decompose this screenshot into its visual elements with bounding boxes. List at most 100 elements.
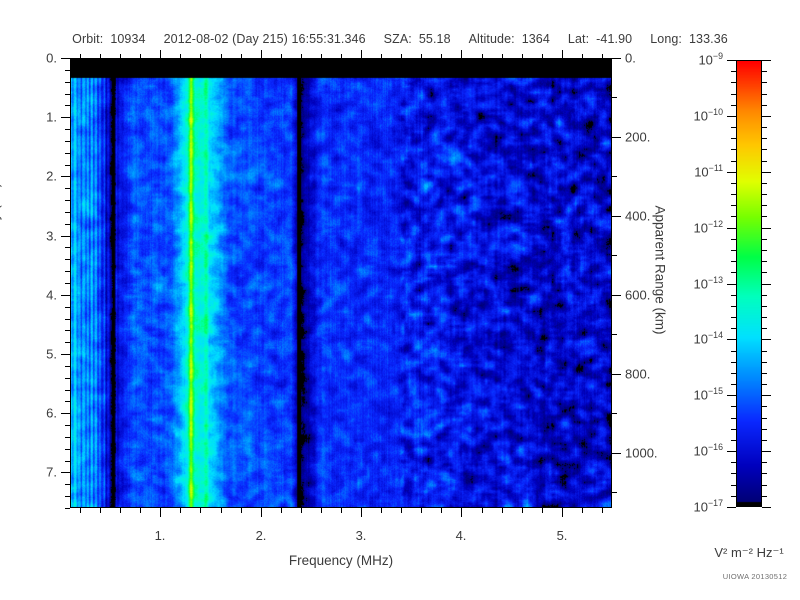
axis-tick [612, 334, 617, 335]
axis-tick [61, 58, 70, 59]
colorbar-tick-label: 10−10 [693, 107, 723, 124]
axis-tick [441, 508, 442, 513]
axis-tick [731, 239, 736, 240]
axis-tick [731, 328, 736, 329]
axis-tick-label: 3. [355, 528, 367, 543]
axis-tick-label: 0. [625, 50, 636, 66]
axis-tick [612, 255, 617, 256]
axis-tick-label: 2. [255, 528, 267, 543]
axis-tick-label: 6. [46, 405, 57, 421]
axis-tick [762, 406, 767, 407]
longitude-label: Long: [650, 32, 682, 46]
altitude-label: Altitude: [468, 32, 515, 46]
axis-tick [762, 183, 767, 184]
axis-tick [731, 82, 736, 83]
axis-tick [140, 508, 141, 513]
axis-tick [100, 54, 101, 59]
axis-tick [762, 451, 771, 452]
orbit-value: 10934 [110, 32, 146, 46]
axis-tick-label: 1. [46, 109, 57, 125]
axis-tick-label: 5. [556, 528, 568, 543]
axis-tick [731, 440, 736, 441]
axis-tick [731, 272, 736, 273]
axis-tick [731, 250, 736, 251]
axis-tick [762, 485, 767, 486]
axis-tick [727, 507, 736, 508]
axis-tick [65, 390, 70, 391]
axis-tick [727, 451, 736, 452]
axis-tick [731, 462, 736, 463]
axis-tick [522, 54, 523, 59]
axis-tick [401, 508, 402, 513]
axis-tick [461, 508, 462, 517]
axis-tick [762, 328, 767, 329]
axis-tick [61, 295, 70, 296]
axis-tick [261, 508, 262, 517]
axis-tick-label: 2. [46, 168, 57, 184]
axis-tick [421, 54, 422, 59]
axis-tick [731, 362, 736, 363]
altitude-value: 1364 [521, 32, 550, 46]
axis-tick [120, 508, 121, 513]
axis-tick [65, 401, 70, 402]
axis-tick [180, 508, 181, 513]
axis-tick [762, 317, 767, 318]
axis-tick [731, 496, 736, 497]
axis-tick [65, 283, 70, 284]
axis-tick [727, 284, 736, 285]
axis-tick [361, 50, 362, 59]
axis-tick [65, 70, 70, 71]
axis-tick [281, 54, 282, 59]
axis-tick [261, 50, 262, 59]
colorbar-tick-label: 10−15 [693, 386, 723, 403]
axis-tick [361, 508, 362, 517]
axis-tick [612, 413, 617, 414]
axis-tick [200, 54, 201, 59]
axis-tick [241, 54, 242, 59]
axis-tick [221, 508, 222, 513]
axis-tick [65, 105, 70, 106]
spectrogram-plot-area [70, 58, 612, 508]
colorbar-tick-label: 10−13 [693, 275, 723, 292]
axis-tick [731, 71, 736, 72]
axis-tick [762, 462, 767, 463]
axis-tick [612, 58, 621, 59]
axis-tick [731, 138, 736, 139]
colorbar-gradient [737, 61, 761, 506]
axis-tick [731, 384, 736, 385]
axis-tick [61, 236, 70, 237]
x-axis-title: Frequency (MHz) [288, 553, 394, 568]
axis-tick [65, 129, 70, 130]
axis-tick [341, 508, 342, 513]
axis-tick-label: 400. [625, 208, 651, 224]
axis-tick [762, 395, 771, 396]
axis-tick [762, 71, 767, 72]
axis-tick [612, 453, 621, 454]
axis-tick [65, 484, 70, 485]
axis-tick-label: 200. [625, 129, 651, 145]
axis-tick [762, 440, 767, 441]
axis-tick [421, 508, 422, 513]
axis-tick [381, 508, 382, 513]
axis-tick [762, 339, 771, 340]
axis-tick [612, 492, 617, 493]
axis-tick [562, 508, 563, 517]
axis-tick-label: 1. [154, 528, 166, 543]
axis-tick [65, 188, 70, 189]
axis-tick [100, 508, 101, 513]
axis-tick [65, 259, 70, 260]
axis-tick [731, 216, 736, 217]
axis-tick [762, 261, 767, 262]
axis-tick [381, 54, 382, 59]
axis-tick [731, 194, 736, 195]
latitude-value: -41.90 [596, 32, 633, 46]
axis-tick [65, 82, 70, 83]
axis-tick [65, 342, 70, 343]
axis-tick [441, 54, 442, 59]
y-axis-left-title: Time Delay (ms) [0, 183, 2, 282]
axis-tick-label: 5. [46, 346, 57, 362]
axis-tick [522, 508, 523, 513]
axis-tick [61, 117, 70, 118]
axis-tick [65, 200, 70, 201]
axis-tick [762, 105, 767, 106]
